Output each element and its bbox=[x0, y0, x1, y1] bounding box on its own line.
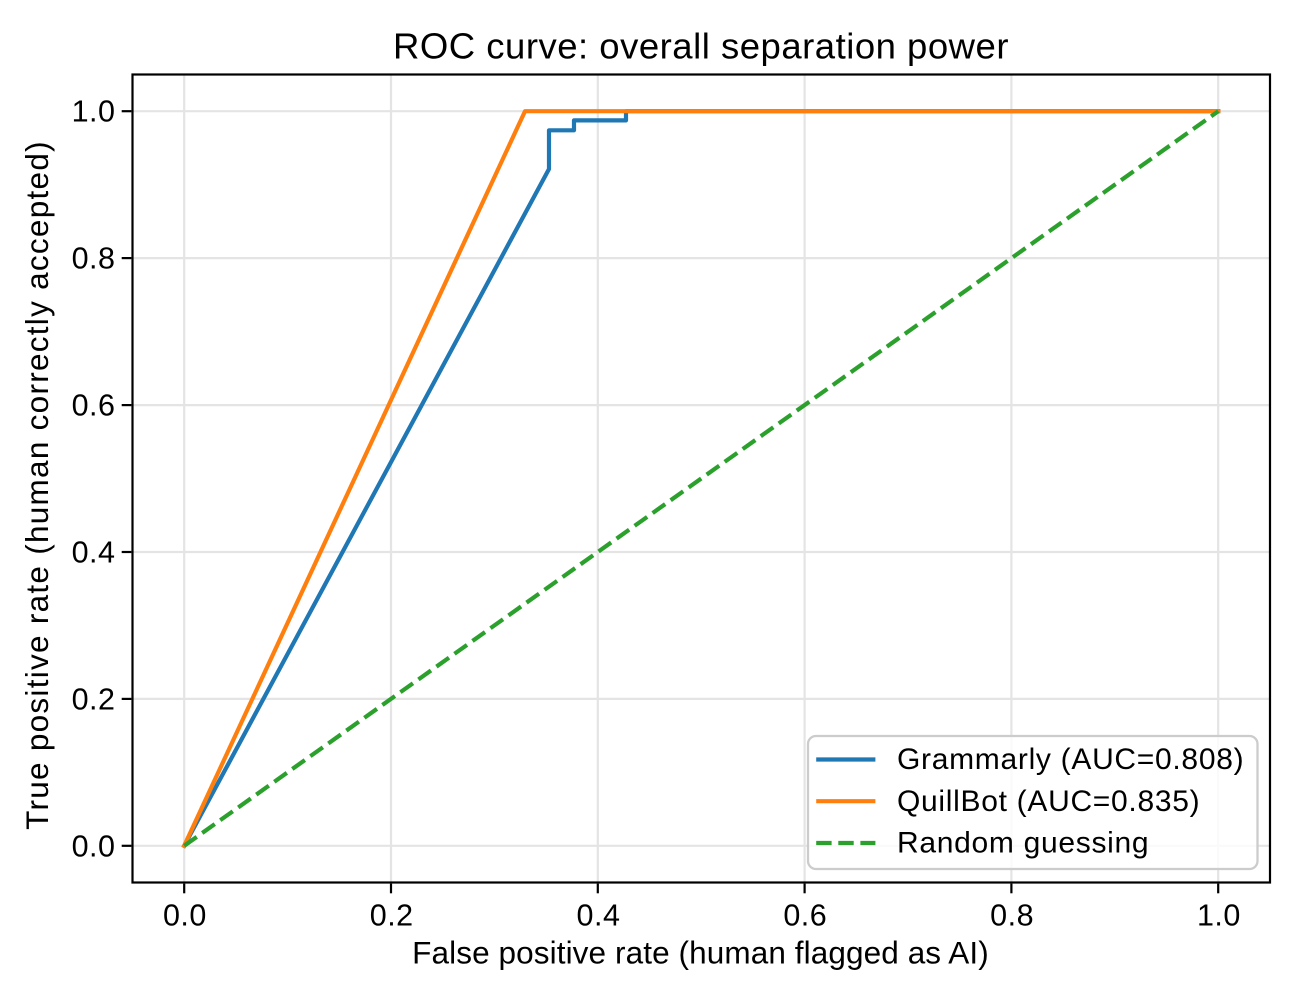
svg-text:0.4: 0.4 bbox=[72, 536, 116, 570]
svg-text:False positive rate (human fla: False positive rate (human flagged as AI… bbox=[412, 935, 989, 971]
svg-text:Random guessing: Random guessing bbox=[897, 827, 1149, 860]
svg-text:ROC curve: overall separation: ROC curve: overall separation power bbox=[393, 25, 1009, 66]
svg-text:0.6: 0.6 bbox=[72, 389, 116, 423]
svg-text:0.8: 0.8 bbox=[72, 242, 116, 276]
svg-text:0.0: 0.0 bbox=[163, 899, 207, 933]
svg-text:QuillBot (AUC=0.835): QuillBot (AUC=0.835) bbox=[897, 785, 1200, 818]
svg-text:0.2: 0.2 bbox=[72, 682, 116, 716]
svg-text:0.8: 0.8 bbox=[990, 899, 1034, 933]
svg-text:0.6: 0.6 bbox=[783, 899, 827, 933]
svg-text:0.0: 0.0 bbox=[72, 829, 116, 863]
svg-text:1.0: 1.0 bbox=[72, 95, 116, 129]
svg-text:0.2: 0.2 bbox=[370, 899, 414, 933]
svg-text:True positive rate (human corr: True positive rate (human correctly acce… bbox=[19, 140, 55, 830]
svg-text:Grammarly (AUC=0.808): Grammarly (AUC=0.808) bbox=[897, 743, 1244, 776]
svg-text:0.4: 0.4 bbox=[577, 899, 621, 933]
svg-text:1.0: 1.0 bbox=[1197, 899, 1241, 933]
